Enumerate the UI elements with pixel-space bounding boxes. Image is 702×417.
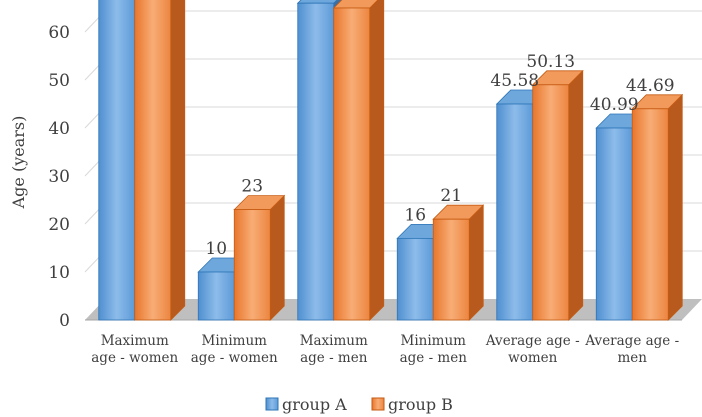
data-label: 16 (404, 205, 426, 225)
bar-side-group-b (568, 69, 584, 321)
x-axis-categories: Maximum age - women Minimum age - women Maxi… (91, 333, 679, 366)
bar-side-group-b (468, 204, 484, 321)
bar-group-a (98, 0, 136, 321)
legend-label: group B (388, 395, 453, 414)
data-label: 44.69 (626, 76, 675, 96)
y-tick-label: 30 (48, 167, 70, 187)
x-category-label: Maximum age - women (91, 333, 178, 366)
bar-group-b (333, 7, 371, 321)
bar-group-b (631, 108, 669, 321)
y-axis-ticks: 01020304050607080 (48, 23, 70, 331)
legend: group A group B (265, 395, 453, 414)
x-category-label: Maximum age - men (300, 333, 368, 366)
bar-group-b (233, 209, 271, 321)
x-category-label: Average age -men (584, 333, 679, 366)
legend-swatch-group-a (265, 397, 279, 411)
bar-group-a (496, 103, 534, 321)
y-tick-label: 40 (48, 119, 70, 139)
y-tick-label: 10 (48, 263, 70, 283)
bar-group-b (134, 0, 172, 321)
y-tick-label: 60 (48, 23, 70, 43)
y-tick-label: 20 (48, 215, 70, 235)
legend-label: group A (282, 395, 347, 414)
data-label: 21 (440, 186, 462, 206)
bar-side-group-b (269, 194, 285, 321)
y-axis-label: Age (years) (9, 116, 28, 210)
bar-side-group-b (667, 93, 683, 321)
data-label: 23 (241, 177, 263, 197)
bar-group-a (396, 237, 434, 321)
bar-group-a (197, 271, 235, 321)
bar-group-b (432, 218, 470, 321)
y-tick-label: 50 (48, 71, 70, 91)
bar-group-a (297, 2, 335, 321)
bar-group-b (532, 84, 570, 321)
data-label: 40.99 (590, 95, 639, 115)
legend-swatch-group-b (371, 397, 385, 411)
data-label: 50.13 (526, 52, 575, 72)
y-tick-label: 0 (59, 311, 70, 331)
bar-side-group-b (369, 0, 385, 321)
bar-group-a (595, 127, 633, 321)
bar-side-group-b (170, 0, 186, 321)
x-category-label: Minimum age - women (191, 333, 278, 366)
x-category-label: Average age -women (485, 333, 580, 366)
data-label: 45.58 (490, 71, 539, 91)
data-label: 10 (205, 239, 227, 259)
bars (98, 0, 684, 321)
x-category-label: Minimum age - men (400, 333, 468, 366)
